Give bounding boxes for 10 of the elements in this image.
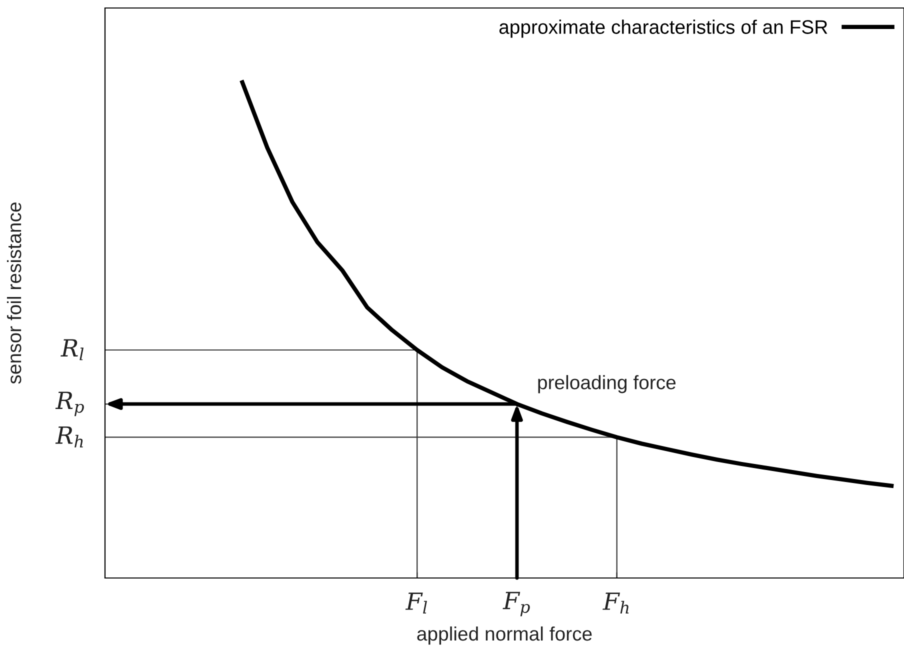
x-tick-label: F$_{h}$ bbox=[602, 592, 629, 614]
x-axis-title: applied normal force bbox=[417, 626, 592, 645]
ref-line-label: R$_{l}$ bbox=[60, 339, 84, 360]
x-tick-label: F$_{p}$ bbox=[502, 592, 530, 616]
ref-line-label: R$_{p}$ bbox=[55, 392, 84, 416]
annotation: preloading force bbox=[538, 375, 676, 394]
y-axis-title: sensor foil resistance bbox=[6, 202, 22, 384]
ref-line-label: R$_{h}$ bbox=[55, 426, 83, 448]
x-tick-label: F$_{l}$ bbox=[405, 592, 427, 614]
legend-label: approximate characteristics of an FSR bbox=[499, 20, 828, 38]
